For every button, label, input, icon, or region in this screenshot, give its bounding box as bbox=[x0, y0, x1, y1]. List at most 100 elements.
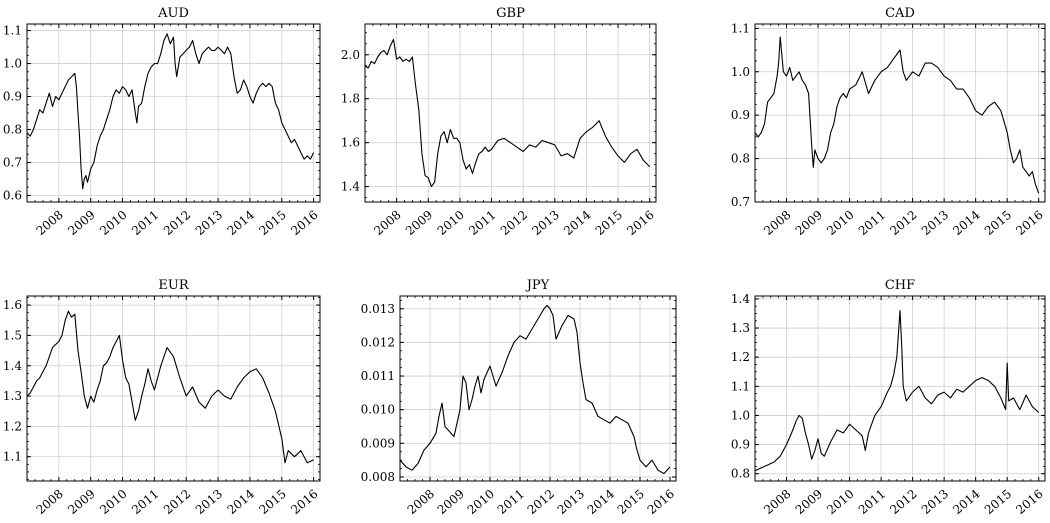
y-tick-label: 2.0 bbox=[341, 48, 360, 62]
y-tick-label: 0.009 bbox=[361, 436, 395, 450]
x-tick-label: 2013 bbox=[529, 208, 561, 238]
y-tick-label: 1.6 bbox=[341, 136, 360, 150]
y-tick-label: 1.4 bbox=[731, 292, 750, 306]
x-tick-label: 2009 bbox=[435, 487, 467, 517]
y-tick-label: 0.8 bbox=[731, 467, 750, 481]
x-tick-label: 2016 bbox=[624, 208, 656, 238]
y-tick-label: 1.4 bbox=[341, 180, 360, 194]
x-tick-label: 2014 bbox=[561, 207, 594, 238]
y-tick-label: 1.5 bbox=[3, 328, 22, 342]
axes-frame bbox=[755, 296, 1045, 481]
x-tick-label: 2013 bbox=[919, 487, 951, 517]
panel-gbp: 1.4 1.6 1.8 2.0 2008 2009 2010 2011 2012 2013 2014… bbox=[341, 6, 657, 238]
y-tick-label: 1.1 bbox=[731, 379, 750, 393]
y-tick-label: 0.013 bbox=[361, 302, 395, 316]
x-tick-label: 2011 bbox=[129, 208, 161, 238]
x-tick-label: 2011 bbox=[856, 487, 888, 517]
x-tick-label: 2012 bbox=[525, 487, 557, 517]
x-tick-label: 2014 bbox=[225, 486, 258, 517]
y-tick-label: 0.6 bbox=[3, 188, 22, 202]
x-tick-label: 2011 bbox=[466, 208, 498, 238]
x-tick-label: 2013 bbox=[919, 208, 951, 238]
y-tick-label: 1.0 bbox=[3, 57, 22, 71]
x-tick-label: 2016 bbox=[1013, 208, 1045, 238]
x-tick-label: 2016 bbox=[645, 487, 677, 517]
axes-frame bbox=[365, 24, 656, 202]
panel-title: CAD bbox=[885, 6, 915, 21]
x-tick-label: 2008 bbox=[405, 487, 437, 517]
y-tick-label: 1.1 bbox=[3, 24, 22, 38]
panel-title: EUR bbox=[158, 278, 189, 293]
y-tick-label: 0.8 bbox=[731, 152, 750, 166]
x-tick-label: 2014 bbox=[585, 486, 618, 517]
y-tick-label: 0.7 bbox=[3, 155, 22, 169]
axes-frame bbox=[27, 24, 320, 202]
x-tick-label: 2010 bbox=[435, 208, 467, 238]
x-tick-label: 2010 bbox=[97, 487, 129, 517]
x-tick-label: 2008 bbox=[34, 208, 66, 238]
x-tick-label: 2010 bbox=[824, 208, 856, 238]
y-tick-label: 0.8 bbox=[3, 122, 22, 136]
x-tick-label: 2013 bbox=[555, 487, 587, 517]
x-tick-label: 2010 bbox=[465, 487, 497, 517]
x-tick-label: 2015 bbox=[982, 487, 1014, 517]
x-tick-label: 2011 bbox=[129, 487, 161, 517]
x-tick-label: 2015 bbox=[593, 208, 625, 238]
x-tick-label: 2011 bbox=[495, 487, 527, 517]
x-tick-label: 2009 bbox=[403, 208, 435, 238]
x-tick-label: 2014 bbox=[950, 207, 983, 238]
panel-title: JPY bbox=[525, 278, 550, 293]
x-tick-label: 2009 bbox=[793, 208, 825, 238]
axes-frame bbox=[400, 296, 676, 481]
y-tick-label: 0.010 bbox=[361, 403, 395, 417]
panel-jpy: 0.0080.0090.0100.0110.0120.0132008200920… bbox=[361, 278, 677, 517]
x-tick-label: 2012 bbox=[161, 487, 193, 517]
y-tick-label: 0.012 bbox=[361, 335, 395, 349]
x-tick-label: 2015 bbox=[982, 208, 1014, 238]
x-tick-label: 2008 bbox=[34, 487, 66, 517]
y-tick-label: 0.008 bbox=[361, 470, 395, 484]
x-tick-label: 2008 bbox=[761, 487, 793, 517]
x-tick-label: 2010 bbox=[97, 208, 129, 238]
x-tick-label: 2012 bbox=[887, 487, 919, 517]
y-tick-label: 1.0 bbox=[731, 408, 750, 422]
panel-title: AUD bbox=[157, 6, 189, 21]
y-tick-label: 1.4 bbox=[3, 359, 22, 373]
x-tick-label: 2009 bbox=[65, 487, 97, 517]
x-tick-label: 2010 bbox=[824, 487, 856, 517]
x-tick-label: 2012 bbox=[161, 208, 193, 238]
y-tick-label: 1.2 bbox=[731, 350, 750, 364]
y-tick-label: 1.2 bbox=[3, 419, 22, 433]
x-tick-label: 2014 bbox=[950, 486, 983, 517]
x-tick-label: 2009 bbox=[793, 487, 825, 517]
y-tick-label: 0.011 bbox=[361, 369, 395, 383]
y-tick-label: 1.3 bbox=[731, 321, 750, 335]
x-tick-label: 2015 bbox=[256, 487, 288, 517]
x-tick-label: 2014 bbox=[225, 207, 258, 238]
x-tick-label: 2012 bbox=[887, 208, 919, 238]
y-tick-label: 1.3 bbox=[3, 389, 22, 403]
y-tick-label: 0.7 bbox=[731, 195, 750, 209]
x-tick-label: 2016 bbox=[288, 487, 320, 517]
y-tick-label: 1.1 bbox=[731, 21, 750, 35]
y-tick-label: 1.6 bbox=[3, 298, 22, 312]
y-tick-label: 1.8 bbox=[341, 92, 360, 106]
series-line bbox=[755, 311, 1039, 471]
x-tick-label: 2013 bbox=[193, 487, 225, 517]
series-line bbox=[27, 311, 314, 463]
x-tick-label: 2009 bbox=[65, 208, 97, 238]
x-tick-label: 2015 bbox=[615, 487, 647, 517]
y-tick-label: 1.0 bbox=[731, 65, 750, 79]
y-tick-label: 0.9 bbox=[731, 438, 750, 452]
y-tick-label: 0.9 bbox=[731, 108, 750, 122]
x-tick-label: 2012 bbox=[498, 208, 530, 238]
x-tick-label: 2008 bbox=[371, 208, 403, 238]
axes-frame bbox=[27, 296, 320, 481]
x-tick-label: 2013 bbox=[193, 208, 225, 238]
x-tick-label: 2016 bbox=[1013, 487, 1045, 517]
x-tick-label: 2011 bbox=[856, 208, 888, 238]
